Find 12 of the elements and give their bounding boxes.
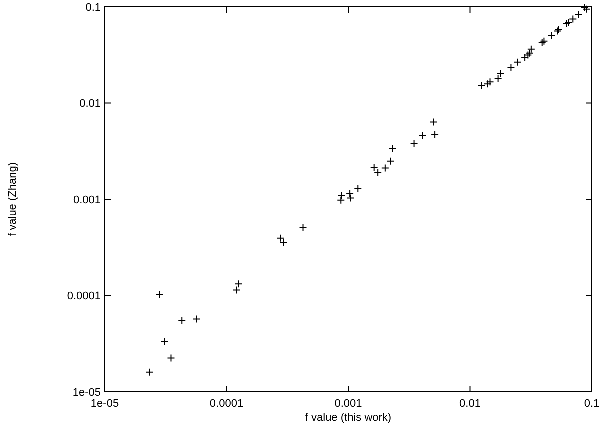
x-axis-title: f value (this work) bbox=[305, 412, 392, 424]
x-tick-label: 0.0001 bbox=[210, 398, 244, 410]
x-tick-label: 0.001 bbox=[334, 398, 362, 410]
y-tick-label: 0.0001 bbox=[67, 290, 101, 303]
x-tick-label: 0.1 bbox=[584, 398, 600, 410]
y-axis-title: f value (Zhang) bbox=[7, 162, 19, 236]
y-tick-label: 1e-05 bbox=[72, 386, 101, 399]
y-tick-label: 0.01 bbox=[80, 98, 101, 110]
y-tick-label: 0.001 bbox=[73, 194, 101, 206]
x-tick-label: 0.01 bbox=[460, 398, 481, 410]
y-tick-label: 0.1 bbox=[86, 2, 101, 14]
x-tick-label: 1e-05 bbox=[90, 398, 120, 410]
